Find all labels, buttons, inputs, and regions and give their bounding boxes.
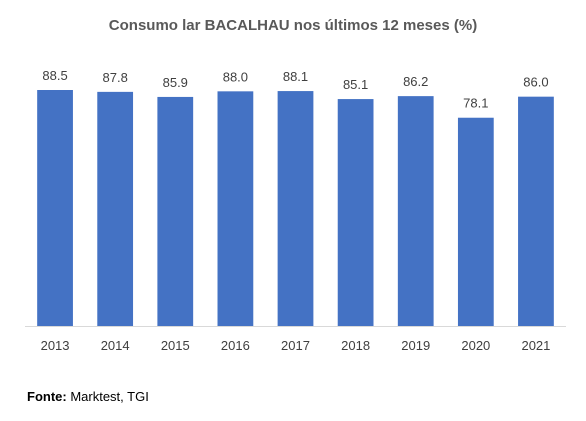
bar-2015: [157, 96, 194, 327]
data-label-2017: 88.1: [283, 69, 308, 84]
x-tick-label-2013: 2013: [41, 338, 70, 353]
chart-title: Consumo lar BACALHAU nos últimos 12 mese…: [108, 17, 478, 34]
x-tick-label-2017: 2017: [281, 338, 310, 353]
data-label-2018: 85.1: [343, 77, 368, 92]
data-label-2016: 88.0: [223, 69, 248, 84]
source-label: Fonte:: [27, 389, 67, 404]
source-line: Fonte: Marktest, TGI: [27, 389, 149, 404]
x-tick-label-2019: 2019: [401, 338, 430, 353]
bar-2016: [217, 91, 254, 326]
x-tick-label-2020: 2020: [461, 338, 490, 353]
x-tick-labels-layer: 2013 2014 2015 2016 2017 2018 2019 2020 2021: [41, 338, 551, 353]
data-label-2015: 85.9: [163, 75, 188, 90]
bar-2017: [277, 91, 314, 326]
bar-2014: [97, 91, 134, 327]
bars-layer: [37, 90, 554, 327]
x-tick-label-2018: 2018: [341, 338, 370, 353]
bar-2020: [457, 117, 494, 326]
x-tick-label-2014: 2014: [101, 338, 130, 353]
data-label-2014: 87.8: [103, 70, 128, 85]
data-label-2013: 88.5: [42, 68, 67, 83]
data-label-2019: 86.2: [403, 74, 428, 89]
data-label-2020: 78.1: [463, 96, 488, 111]
source-text: Marktest, TGI: [66, 389, 149, 404]
x-tick-label-2016: 2016: [221, 338, 250, 353]
bar-2013: [37, 90, 73, 326]
bar-2019: [397, 96, 434, 326]
x-tick-label-2015: 2015: [161, 338, 190, 353]
bar-2021: [518, 96, 554, 326]
data-label-2021: 86.0: [523, 75, 548, 90]
x-tick-label-2021: 2021: [521, 338, 550, 353]
data-labels-layer: 88.5 87.8 85.9 88.0 88.1 85.1 86.2 78.1 86.0: [42, 68, 548, 111]
bar-2018: [337, 99, 374, 326]
